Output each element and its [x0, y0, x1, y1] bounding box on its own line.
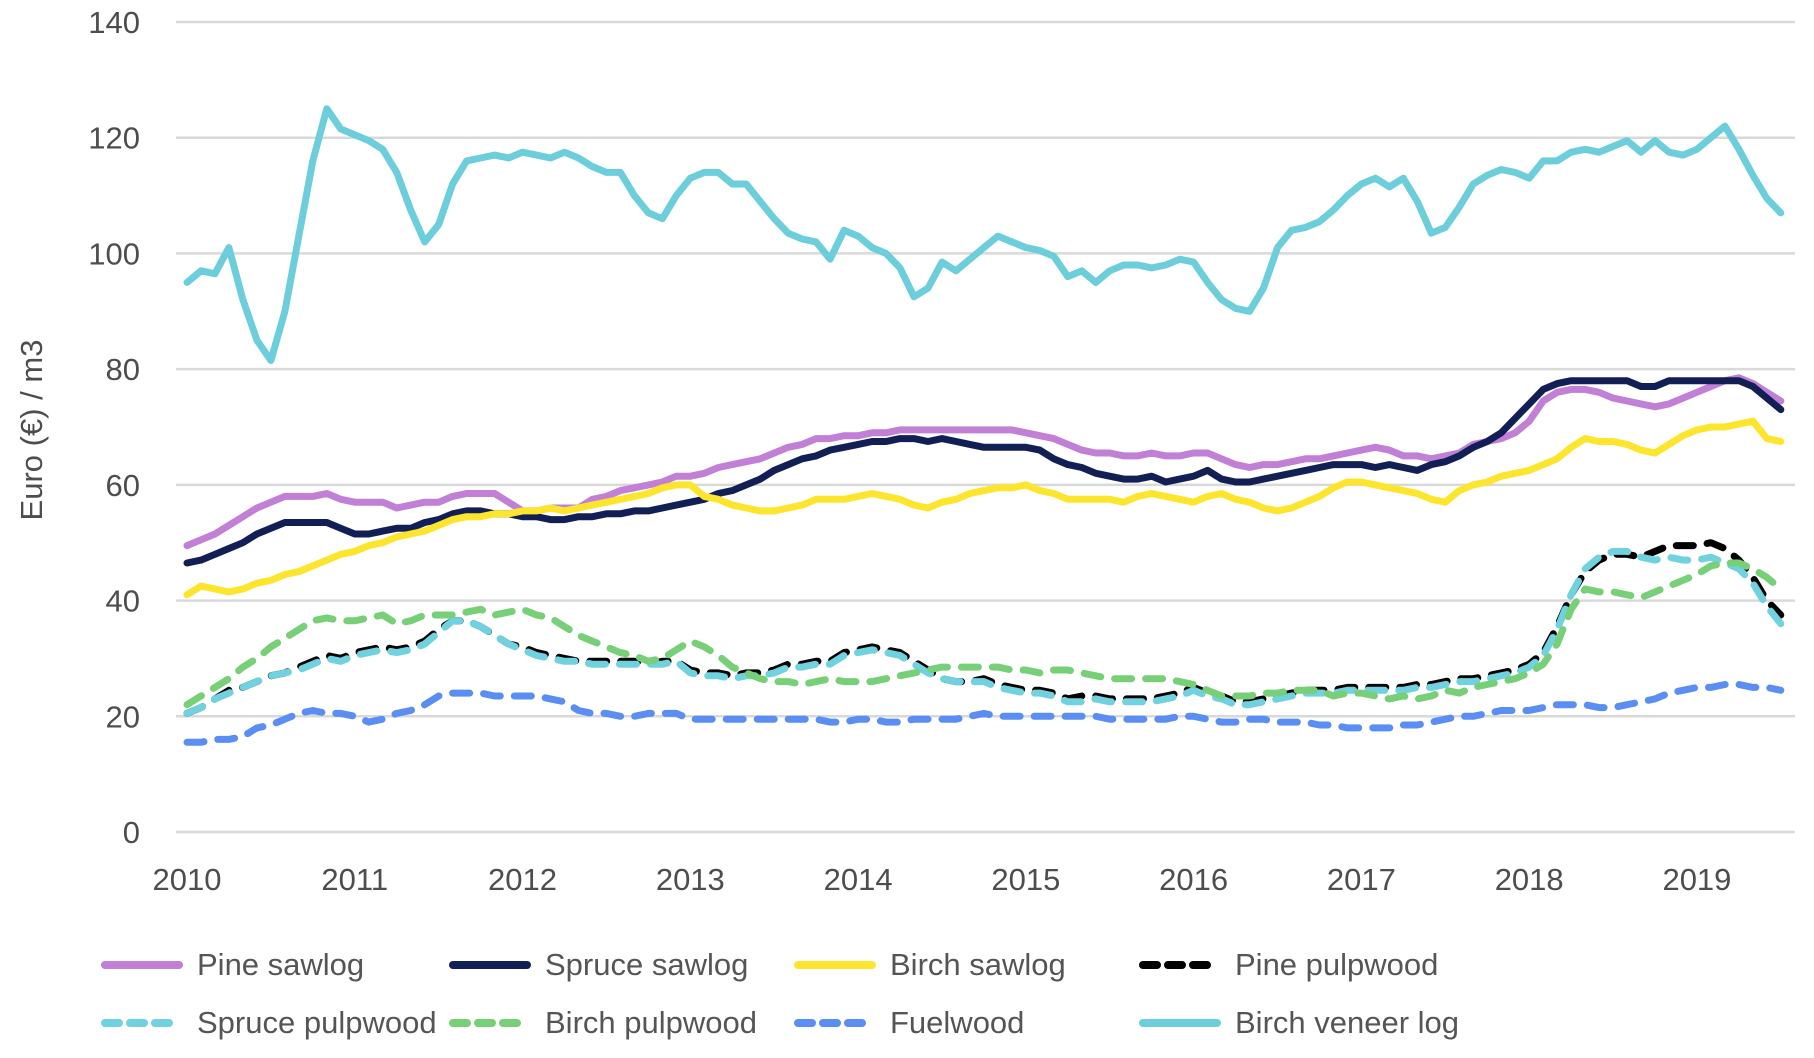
birch-pulpwood-legend-line-icon — [449, 1019, 531, 1027]
fuelwood-legend-line-icon — [794, 1019, 876, 1027]
y-tick-label-80: 80 — [106, 352, 140, 387]
pine-sawlog-legend-line-icon — [101, 961, 183, 969]
y-tick-label-120: 120 — [88, 121, 140, 156]
legend-item-birch-sawlog: Birch sawlog — [793, 947, 1066, 982]
x-tick-label-2017: 2017 — [1327, 862, 1396, 897]
x-tick-label-2014: 2014 — [824, 862, 893, 897]
legend-label: Fuelwood — [890, 1005, 1025, 1040]
legend-label: Birch veneer log — [1235, 1005, 1460, 1040]
birch-sawlog-legend-line-icon — [794, 961, 876, 969]
y-tick-label-60: 60 — [106, 468, 140, 503]
series-line-pine-sawlog — [183, 374, 1785, 550]
legend-item-fuelwood: Fuelwood — [793, 1005, 1025, 1040]
x-tick-label-2011: 2011 — [321, 862, 388, 897]
series-line-birch-pulpwood — [183, 559, 1785, 709]
legend-label: Birch sawlog — [890, 947, 1066, 982]
legend-item-pine-pulpwood: Pine pulpwood — [1138, 947, 1439, 982]
x-tick-label-2016: 2016 — [1159, 862, 1228, 897]
series-line-pine-pulpwood — [183, 539, 1785, 717]
legend-item-spruce-sawlog: Spruce sawlog — [448, 947, 749, 982]
series-line-birch-veneer-log — [183, 105, 1785, 364]
legend-label: Birch pulpwood — [545, 1005, 757, 1040]
spruce-pulpwood-legend-line-icon — [101, 1019, 183, 1027]
birch-veneer-log-legend-line-icon — [1139, 1019, 1221, 1027]
x-tick-label-2018: 2018 — [1495, 862, 1564, 897]
legend-label: Pine sawlog — [197, 947, 365, 982]
spruce-sawlog-legend-line-icon — [449, 961, 531, 969]
y-tick-label-140: 140 — [88, 5, 140, 40]
x-tick-label-2019: 2019 — [1662, 862, 1731, 897]
legend-item-birch-pulpwood: Birch pulpwood — [448, 1005, 757, 1040]
y-tick-label-0: 0 — [123, 815, 140, 850]
x-tick-label-2015: 2015 — [991, 862, 1060, 897]
legend-label: Pine pulpwood — [1235, 947, 1439, 982]
series-line-fuelwood — [183, 681, 1785, 746]
series-line-birch-sawlog — [183, 417, 1785, 599]
y-tick-label-20: 20 — [106, 699, 140, 734]
y-tick-label-40: 40 — [106, 584, 140, 619]
legend-item-spruce-pulpwood: Spruce pulpwood — [100, 1005, 437, 1040]
x-tick-label-2010: 2010 — [153, 862, 222, 897]
y-tick-label-100: 100 — [88, 236, 140, 271]
series-line-spruce-sawlog — [183, 377, 1785, 567]
legend-label: Spruce sawlog — [545, 947, 749, 982]
legend-label: Spruce pulpwood — [197, 1005, 437, 1040]
legend-item-birch-veneer-log: Birch veneer log — [1138, 1005, 1460, 1040]
pine-pulpwood-legend-line-icon — [1139, 961, 1221, 969]
x-tick-label-2013: 2013 — [656, 862, 725, 897]
series-line-spruce-pulpwood — [183, 547, 1785, 717]
y-axis-title: Euro (€) / m3 — [14, 339, 49, 521]
x-tick-label-2012: 2012 — [488, 862, 557, 897]
legend-item-pine-sawlog: Pine sawlog — [100, 947, 365, 982]
